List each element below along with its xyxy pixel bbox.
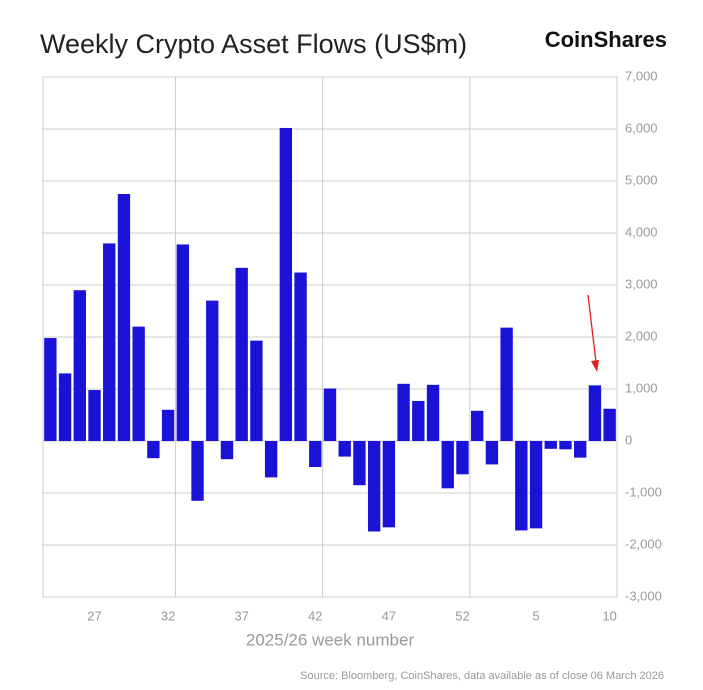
bar <box>264 441 278 478</box>
bar <box>338 441 351 457</box>
annotation-arrow <box>587 294 599 372</box>
bar <box>588 385 602 441</box>
bar <box>309 441 322 467</box>
bar <box>485 441 499 465</box>
bar <box>294 272 307 441</box>
brand-logo: CoinShares <box>545 27 667 52</box>
bar <box>191 441 204 501</box>
bar <box>58 373 72 441</box>
arrow-head <box>591 360 599 372</box>
plot-area: -3,000 -2,000 -1,000 0 1,000 2,000 3,000 4,000 5… <box>42 68 662 623</box>
bar <box>412 400 425 441</box>
y-tick-label: 6,000 <box>625 120 658 135</box>
bar <box>515 441 528 531</box>
bar <box>574 441 587 458</box>
bar <box>117 194 131 441</box>
bar <box>397 383 410 441</box>
y-tick-label: 5,000 <box>625 172 658 187</box>
bar <box>88 390 101 441</box>
y-tick-label: -3,000 <box>625 588 662 603</box>
bar <box>279 127 293 442</box>
bar <box>470 410 484 441</box>
y-tick-label: 4,000 <box>625 224 658 239</box>
bar <box>456 441 469 475</box>
x-tick-label: 52 <box>455 608 469 623</box>
y-tick-label: -2,000 <box>625 536 662 551</box>
x-tick-label: 47 <box>382 608 396 623</box>
bar <box>44 338 57 441</box>
bar <box>500 327 513 441</box>
bar <box>220 441 234 460</box>
y-tick-label: 2,000 <box>625 328 658 343</box>
bar <box>559 441 572 450</box>
x-tick-label: 5 <box>532 608 539 623</box>
bar <box>161 409 175 441</box>
bar <box>603 408 616 441</box>
bar <box>367 441 381 532</box>
x-axis-label: 2025/26 week number <box>246 630 415 649</box>
y-tick-label: 0 <box>625 432 632 447</box>
bar <box>323 388 337 441</box>
bar <box>382 441 396 528</box>
arrow-shaft <box>587 294 597 363</box>
y-tick-label: 7,000 <box>625 68 658 83</box>
bar <box>235 267 248 441</box>
x-tick-label: 37 <box>234 608 248 623</box>
bar <box>103 243 116 441</box>
bar <box>529 441 543 529</box>
y-tick-label: -1,000 <box>625 484 662 499</box>
bar <box>132 326 145 441</box>
x-tick-label: 10 <box>602 608 616 623</box>
bar <box>147 441 160 459</box>
x-tick-label: 32 <box>161 608 175 623</box>
bar <box>353 441 366 486</box>
bar <box>426 384 440 441</box>
bar <box>544 441 557 449</box>
bar <box>176 244 190 441</box>
y-tick-label: 3,000 <box>625 276 658 291</box>
source-note: Source: Bloomberg, CoinShares, data avai… <box>300 670 664 682</box>
x-tick-label: 27 <box>87 608 101 623</box>
bar <box>250 340 263 441</box>
x-tick-label: 42 <box>308 608 322 623</box>
bar <box>441 441 454 489</box>
bar <box>73 290 86 441</box>
chart-title: Weekly Crypto Asset Flows (US$m) <box>40 29 467 59</box>
y-tick-label: 1,000 <box>625 380 658 395</box>
bar <box>206 300 219 441</box>
